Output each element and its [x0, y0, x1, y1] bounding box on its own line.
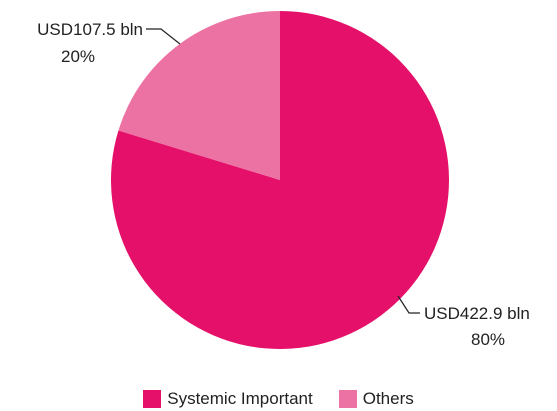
legend-item-others: Others: [338, 388, 414, 410]
pie-slice-systemic-important: [111, 11, 450, 349]
data-label-systemic-important-percent: 80%: [471, 330, 505, 349]
data-label-others-percent: 20%: [61, 47, 95, 66]
pie-chart: USD422.9 bln 80% USD107.5 bln 20%: [37, 11, 530, 349]
leader-line-others: [146, 28, 181, 45]
data-label-systemic-important-value: USD422.9 bln: [424, 304, 530, 323]
data-label-others-value: USD107.5 bln: [37, 20, 143, 39]
chart-legend: Systemic Important Others: [0, 388, 557, 410]
leader-line-systemic-important: [397, 295, 420, 314]
pie-slice-others: [118, 11, 281, 180]
legend-label-others: Others: [362, 389, 414, 408]
legend-label-systemic-important: Systemic Important: [167, 389, 313, 408]
legend-item-systemic-important: Systemic Important: [143, 388, 313, 410]
legend-swatch-others: [338, 390, 357, 408]
legend-swatch-systemic-important: [143, 390, 162, 408]
